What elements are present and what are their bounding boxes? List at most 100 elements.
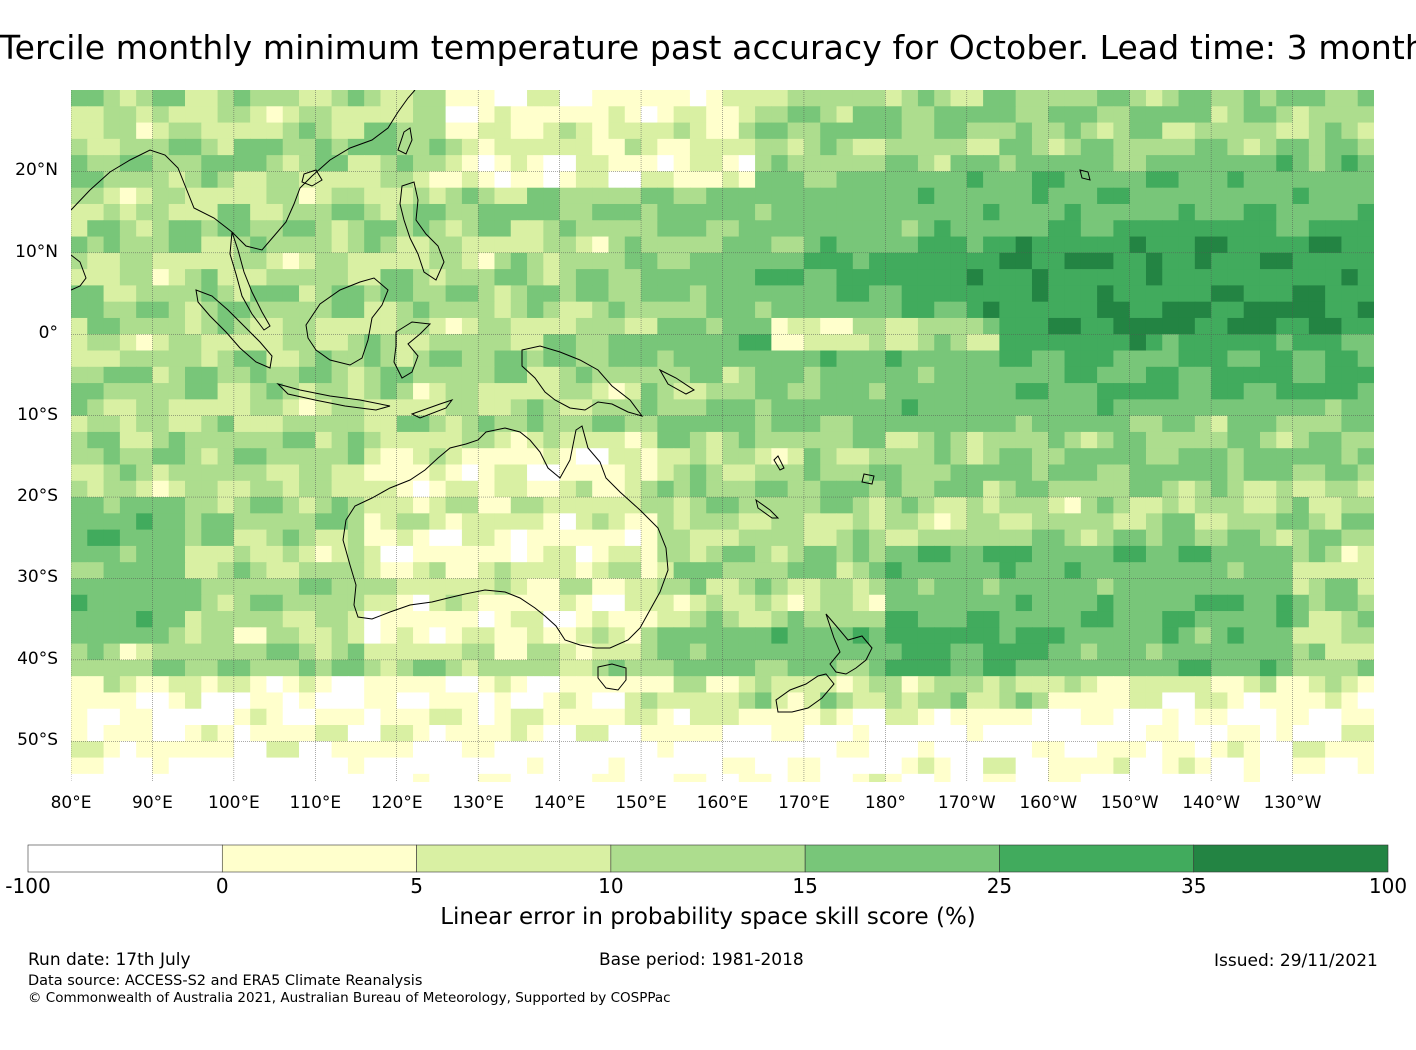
skill-cell (1113, 594, 1131, 612)
skill-cell (299, 464, 316, 482)
skill-cell (1129, 497, 1147, 514)
skill-cell (1211, 562, 1228, 579)
skill-cell (673, 415, 691, 433)
skill-cell (1227, 301, 1245, 319)
skill-cell (282, 220, 300, 238)
skill-cell (722, 497, 740, 514)
skill-cell (136, 741, 153, 759)
skill-cell (233, 431, 251, 449)
skill-cell (624, 122, 642, 140)
skill-cell (1113, 773, 1131, 782)
skill-cell (641, 269, 658, 286)
skill-cell (1064, 350, 1082, 368)
skill-cell (836, 350, 854, 368)
skill-cell (966, 383, 984, 400)
skill-cell (575, 594, 593, 612)
latitude-label: 10°S (17, 404, 58, 425)
skill-cell (885, 708, 903, 726)
skill-cell (771, 773, 789, 782)
skill-cell (641, 431, 658, 449)
skill-cell (364, 464, 381, 482)
skill-cell (1064, 627, 1082, 645)
skill-cell (1357, 122, 1374, 140)
skill-cell (1048, 203, 1066, 221)
skill-cell (1357, 399, 1374, 417)
skill-cell (250, 594, 267, 612)
skill-cell (673, 187, 691, 205)
skill-cell (201, 431, 219, 449)
skill-cell (1308, 757, 1326, 775)
skill-cell (1194, 594, 1212, 612)
skill-cell (136, 431, 153, 449)
skill-cell (543, 171, 561, 189)
skill-cell (592, 708, 609, 726)
skill-cell (1243, 90, 1261, 107)
skill-cell (592, 106, 609, 124)
skill-cell (87, 317, 105, 335)
skill-cell (1031, 741, 1049, 759)
skill-cell (673, 594, 691, 612)
skill-cell (1243, 676, 1261, 693)
skill-cell (380, 497, 398, 514)
skill-cell (1113, 627, 1131, 645)
skill-cell (71, 269, 88, 286)
skill-cell (1227, 725, 1245, 742)
skill-cell (1292, 708, 1310, 726)
skill-cell (364, 757, 381, 775)
skill-cell (1097, 350, 1114, 368)
skill-cell (1308, 106, 1326, 124)
skill-cell (608, 269, 626, 286)
skill-cell (1194, 399, 1212, 417)
skill-cell (1276, 366, 1294, 384)
skill-cell (624, 220, 642, 238)
skill-cell (1341, 643, 1359, 661)
skill-cell (706, 692, 723, 710)
skill-cell (380, 171, 398, 189)
skill-cell (917, 611, 935, 628)
skill-cell (1243, 480, 1261, 498)
skill-cell (1227, 171, 1245, 189)
skill-cell (445, 708, 463, 726)
skill-cell (543, 415, 561, 433)
skill-cell (331, 480, 349, 498)
skill-cell (575, 285, 593, 303)
skill-cell (641, 285, 658, 303)
skill-cell (413, 138, 430, 156)
skill-cell (413, 122, 430, 140)
skill-cell (1031, 708, 1049, 726)
skill-cell (152, 399, 170, 417)
skill-cell (1308, 122, 1326, 140)
skill-cell (722, 676, 740, 693)
skill-cell (71, 643, 88, 661)
skill-cell (119, 187, 137, 205)
skill-cell (478, 725, 495, 742)
skill-cell (559, 692, 577, 710)
skill-cell (787, 757, 805, 775)
skill-cell (738, 383, 756, 400)
skill-cell (380, 285, 398, 303)
skill-cell (1243, 643, 1261, 661)
skill-cell (755, 106, 772, 124)
skill-cell (331, 562, 349, 579)
skill-cell (527, 155, 544, 172)
skill-cell (250, 676, 267, 693)
skill-cell (608, 203, 626, 221)
skill-cell (152, 513, 170, 531)
skill-cell (445, 334, 463, 352)
skill-cell (966, 529, 984, 547)
skill-cell (820, 757, 838, 775)
skill-cell (1276, 203, 1294, 221)
skill-cell (950, 334, 968, 352)
skill-cell (885, 366, 903, 384)
skill-cell (1243, 122, 1261, 140)
skill-cell (185, 415, 202, 433)
skill-cell (266, 464, 284, 482)
skill-cell (787, 741, 805, 759)
skill-cell (803, 611, 821, 628)
skill-cell (315, 627, 333, 645)
skill-cell (575, 708, 593, 726)
skill-cell (755, 448, 772, 465)
skill-cell (396, 464, 414, 482)
skill-cell (1308, 350, 1326, 368)
skill-cell (461, 480, 479, 498)
